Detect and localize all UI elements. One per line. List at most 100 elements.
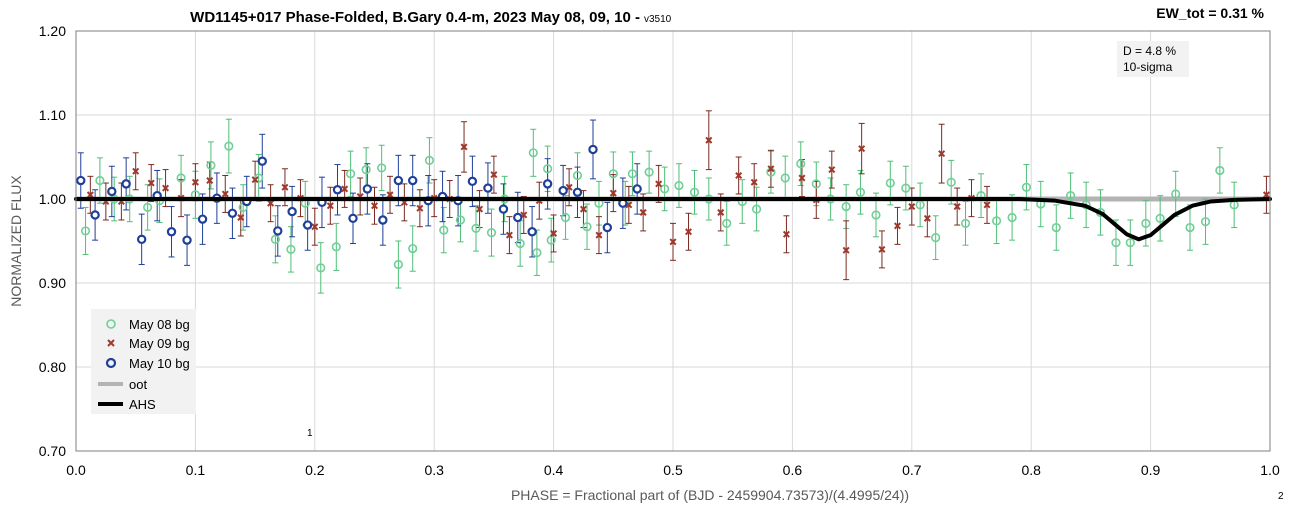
point-may-08-bg xyxy=(689,187,700,197)
point-may-09-bg xyxy=(505,231,513,239)
error-bar-may-08-bg xyxy=(225,118,232,174)
point-may-09-bg xyxy=(767,165,775,173)
error-bar-may-08-bg xyxy=(440,206,447,254)
point-may-09-bg xyxy=(460,143,468,151)
error-bar-may-08-bg xyxy=(1127,219,1134,266)
x-tick-label: 0.8 xyxy=(1021,462,1041,478)
error-bar-may-08-bg xyxy=(629,151,636,197)
point-may-09-bg xyxy=(191,178,199,186)
point-may-08-bg xyxy=(471,223,481,233)
y-tick-label: 0.80 xyxy=(39,359,66,375)
point-may-08-bg xyxy=(270,234,280,244)
point-may-10-bg xyxy=(378,215,388,225)
point-may-08-bg xyxy=(627,169,638,179)
point-may-09-bg xyxy=(983,201,991,209)
point-may-09-bg xyxy=(828,166,836,174)
point-may-10-bg xyxy=(302,220,313,230)
point-may-09-bg xyxy=(490,171,498,179)
error-bar-may-08-bg xyxy=(317,242,324,294)
error-bar-may-08-bg xyxy=(1023,164,1030,211)
error-bar-may-08-bg xyxy=(723,201,730,246)
point-may-09-bg xyxy=(842,246,850,254)
point-may-08-bg xyxy=(608,169,618,179)
error-bar-may-08-bg xyxy=(472,205,479,252)
point-may-08-bg xyxy=(901,183,911,193)
point-may-09-bg xyxy=(609,189,617,197)
legend-label-ahs: AHS xyxy=(129,397,156,412)
point-may-08-bg xyxy=(543,164,553,174)
error-bar-may-08-bg xyxy=(409,225,416,272)
point-may-09-bg xyxy=(237,213,245,221)
point-may-09-bg xyxy=(206,177,214,185)
point-may-08-bg xyxy=(486,228,497,238)
point-may-09-bg xyxy=(341,185,349,193)
x-tick-label: 0.9 xyxy=(1141,462,1161,478)
error-bar-may-08-bg xyxy=(488,208,495,257)
legend-marker-may08 xyxy=(106,319,116,329)
point-may-09-bg xyxy=(86,191,94,199)
point-may-09-bg xyxy=(953,203,961,211)
point-may-10-bg xyxy=(602,222,613,233)
point-may-09-bg xyxy=(326,202,334,210)
legend-marker-may09 xyxy=(107,339,115,347)
point-may-09-bg xyxy=(595,231,603,239)
point-may-08-bg xyxy=(644,167,654,177)
x-tick-label: 0.7 xyxy=(902,462,922,478)
point-may-10-bg xyxy=(362,184,373,194)
point-may-09-bg xyxy=(579,205,587,213)
error-bar-may-08-bg xyxy=(917,182,924,228)
point-may-09-bg xyxy=(132,167,140,175)
point-may-10-bg xyxy=(348,213,358,224)
point-may-09-bg xyxy=(370,202,379,210)
point-may-08-bg xyxy=(424,155,435,165)
legend-label-may10: May 10 bg xyxy=(129,356,190,371)
point-may-08-bg xyxy=(855,187,866,197)
ahs-line xyxy=(74,197,1272,242)
error-bar-may-08-bg xyxy=(857,169,864,215)
point-may-09-bg xyxy=(476,205,484,213)
point-may-08-bg xyxy=(95,175,105,186)
legend-label-may09: May 09 bg xyxy=(129,336,190,351)
point-may-08-bg xyxy=(582,222,592,232)
depth-annotation: D = 4.8 % 10-sigma xyxy=(1117,41,1189,77)
y-tick-label: 1.20 xyxy=(39,23,66,39)
point-may-08-bg xyxy=(946,177,956,187)
point-may-09-bg xyxy=(550,229,558,237)
error-bar-may-08-bg xyxy=(584,203,591,250)
point-may-09-bg xyxy=(311,223,319,231)
error-bar-may-08-bg xyxy=(978,173,985,218)
point-may-08-bg xyxy=(960,218,971,228)
point-may-09-bg xyxy=(267,199,275,207)
error-bar-may-08-bg xyxy=(646,150,653,194)
error-bar-may-08-bg xyxy=(691,169,698,215)
x-tick-label: 0.3 xyxy=(424,462,444,478)
corner-number-label: 2 xyxy=(1278,491,1284,502)
legend-label-may08: May 08 bg xyxy=(129,317,190,332)
point-may-08-bg xyxy=(439,225,449,235)
point-may-08-bg xyxy=(515,238,525,249)
x-tick-label: 0.0 xyxy=(66,462,86,478)
point-may-08-bg xyxy=(286,244,296,254)
point-may-09-bg xyxy=(655,180,663,188)
error-bar-may-08-bg xyxy=(1009,194,1016,241)
point-may-09-bg xyxy=(908,203,916,211)
error-bar-may-08-bg xyxy=(287,226,294,273)
point-may-08-bg xyxy=(811,179,821,189)
point-may-09-bg xyxy=(281,183,289,191)
point-may-08-bg xyxy=(796,159,806,169)
point-may-08-bg xyxy=(1007,212,1017,223)
point-may-09-bg xyxy=(147,179,155,187)
y-tick-label: 1.00 xyxy=(39,191,66,207)
point-may-10-bg xyxy=(332,185,343,195)
point-may-10-bg xyxy=(527,227,537,237)
point-may-09-bg xyxy=(639,208,647,216)
point-may-09-bg xyxy=(669,238,677,246)
point-may-08-bg xyxy=(751,204,762,214)
y-tick-labels: 0.70 0.80 0.90 1.00 1.10 1.20 xyxy=(39,23,66,459)
point-may-09-bg xyxy=(717,208,725,216)
error-bar-may-08-bg xyxy=(1202,198,1209,245)
point-may-08-bg xyxy=(722,218,732,228)
point-may-09-bg xyxy=(162,184,170,192)
plot-frame xyxy=(75,30,1271,452)
